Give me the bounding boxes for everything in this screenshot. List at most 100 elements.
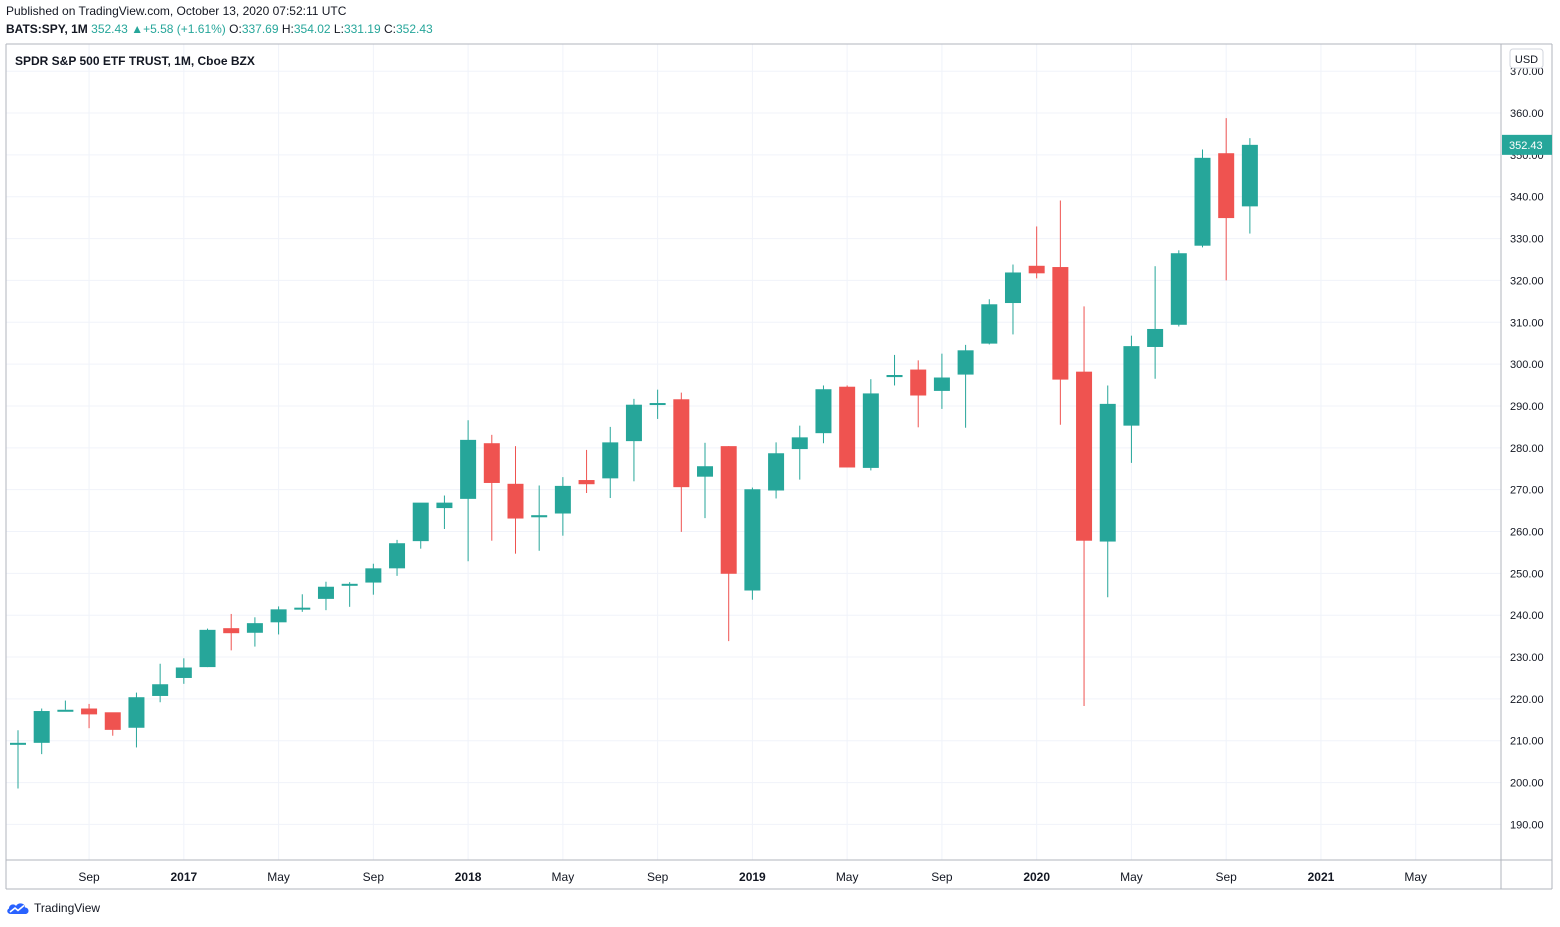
candle-body [697,466,714,477]
candle-body [246,623,263,633]
candle-body [625,404,642,442]
candle-body [1147,328,1164,347]
candle-body [1194,157,1211,246]
candle-body [531,515,548,518]
candle-body [1052,267,1069,380]
candle-body [294,607,311,610]
y-tick-label: 320.00 [1510,275,1544,287]
x-tick-label: May [1404,870,1427,884]
candle-body [981,304,998,344]
candle-body [317,586,334,599]
candle-body [1099,403,1116,542]
candle-body [10,742,26,745]
currency-badge [1509,48,1544,69]
candle-body [365,568,382,583]
low-value: 331.19 [343,22,381,36]
candle-body [1170,253,1187,325]
candle-body [933,377,950,391]
x-tick-label: Sep [647,870,669,884]
y-tick-label: 360.00 [1510,108,1544,120]
y-tick-label: 230.00 [1510,652,1544,664]
candle-body [673,399,690,488]
y-tick-label: 330.00 [1510,234,1544,246]
last-price-label: 352.43 [1509,140,1543,152]
candle-body [744,489,761,591]
candle-body [104,712,121,730]
x-tick-label: 2019 [739,870,766,884]
y-tick-label: 240.00 [1510,610,1544,622]
tradingview-cloud-icon [7,903,29,914]
candle-body [460,439,477,499]
y-tick-label: 300.00 [1510,359,1544,371]
candle-body [720,446,737,574]
candle-body [815,389,832,434]
brand-name: TradingView [34,901,101,915]
candle-body [223,628,240,634]
y-tick-label: 370.00 [1510,66,1544,78]
y-tick-label: 280.00 [1510,443,1544,455]
candle-body [33,711,50,743]
y-tick-label: 260.00 [1510,527,1544,539]
candle-body [910,369,927,396]
ohlc-legend: BATS:SPY, 1M 352.43 ▲+5.58 (+1.61%) O:33… [6,22,433,36]
candle-body [768,453,785,491]
x-tick-label: 2017 [170,870,197,884]
candle-body [839,386,856,468]
x-tick-label: Sep [78,870,100,884]
candle-body [862,393,879,468]
candle-body [578,480,595,485]
candle-body [57,709,74,712]
candle-body [412,502,429,542]
x-tick-label: May [267,870,290,884]
y-tick-label: 210.00 [1510,736,1544,748]
candle-body [1004,272,1021,304]
close-value: 352.43 [395,22,433,36]
open-value: 337.69 [241,22,279,36]
candle-body [128,697,145,728]
chart-grid [6,44,1501,860]
x-tick-label: Sep [931,870,953,884]
y-tick-label: 270.00 [1510,485,1544,497]
y-tick-label: 340.00 [1510,192,1544,204]
last-price-value: 352.43 [91,22,128,36]
x-tick-label: 2018 [455,870,482,884]
x-tick-label: May [1120,870,1143,884]
high-label: H: [281,22,294,36]
symbol-label[interactable]: BATS:SPY, 1M [6,22,88,36]
plot-background [6,44,1501,860]
candle-series [10,118,1258,789]
candle-body [81,708,98,715]
change-value: +5.58 (+1.61%) [143,22,226,36]
x-tick-label: Sep [363,870,385,884]
y-tick-label: 250.00 [1510,568,1544,580]
candle-body [1241,144,1258,207]
candle-body [389,543,406,569]
y-tick-label: 310.00 [1510,317,1544,329]
x-tick-label: May [552,870,575,884]
change-up-arrow-icon: ▲ [131,22,144,36]
time-axis[interactable]: Sep 2017 May Sep 2018 May Sep 2019 May Sep 2020 May… [78,870,1427,884]
candle-body [270,609,287,623]
chart-title: SPDR S&P 500 ETF TRUST, 1M, Cboe BZX [15,54,255,68]
published-note: Published on TradingView.com, October 13… [6,4,347,18]
last-price-badge [1502,134,1552,155]
chart-frame [5,43,1553,890]
y-tick-label: 220.00 [1510,694,1544,706]
low-label: L: [333,22,344,36]
candle-body [436,502,453,509]
candle-body [341,583,358,586]
tradingview-logo[interactable]: TradingView [6,901,100,915]
candle-body [1076,371,1093,541]
currency-label: USD [1515,54,1538,66]
candle-body [791,437,808,450]
candle-body [957,350,974,375]
candle-body [886,375,903,378]
open-label: O: [229,22,242,36]
high-value: 354.02 [293,22,331,36]
candle-body [602,442,619,479]
candle-body [199,629,216,668]
x-tick-label: May [836,870,859,884]
close-label: C: [383,22,396,36]
price-axis[interactable]: 190.00 200.00 210.00 220.00 230.00 240.00 250.… [1502,48,1552,831]
